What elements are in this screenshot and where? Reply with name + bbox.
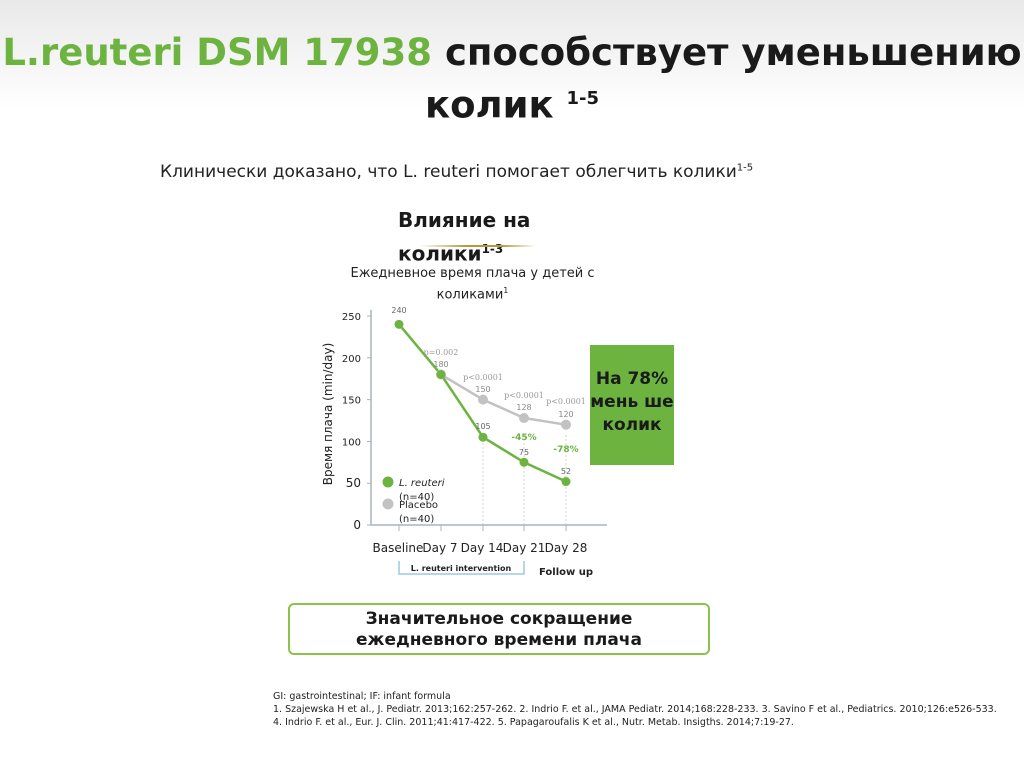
legend-n: (n=40)	[399, 514, 434, 525]
references: GI: gastrointestinal; IF: infant formula…	[273, 690, 997, 729]
references-abbreviations: GI: gastrointestinal; IF: infant formula	[273, 691, 451, 702]
conclusion-box: Значительное сокращение ежедневного врем…	[288, 603, 710, 655]
reduction-label: -45%	[511, 433, 536, 443]
placebo-line	[440, 373, 567, 426]
p-value-label: p<0.0001	[546, 397, 586, 406]
x-tick-label: Day 21	[503, 541, 546, 555]
conclusion-line1: Значительное сокращение	[365, 609, 633, 629]
accent-line	[420, 245, 536, 247]
y-tick-label: 150	[342, 396, 361, 407]
title-line2: колик	[424, 83, 554, 127]
placebo-value-label: 180	[433, 360, 448, 369]
subtitle-superscript: 1-5	[736, 162, 754, 174]
legend-marker	[382, 476, 394, 488]
p-value-label: p<0.0001	[504, 391, 544, 400]
lreuteri-value-label: 75	[519, 448, 529, 457]
panel-title-text: Влияние на колики	[398, 208, 531, 266]
legend-label: Placebo	[399, 500, 438, 511]
placebo-point	[519, 412, 529, 423]
conclusion-line2: ежедневного времени плача	[356, 630, 642, 650]
placebo-point	[478, 394, 488, 405]
chart-title-text: Ежедневное время плача у детей с коликам…	[350, 266, 595, 303]
followup-label: Follow up	[539, 567, 593, 578]
lreuteri-point	[394, 319, 404, 329]
legend-n: (n=40)	[399, 492, 434, 503]
title-strain: L.reuteri DSM 17938	[2, 31, 433, 74]
y-tick-label: 0	[353, 518, 361, 532]
x-tick-label: Day 28	[545, 541, 588, 555]
subtitle: Клинически доказано, что L. reuteri помо…	[160, 162, 753, 182]
y-axis-label: Время плача (min/day)	[321, 343, 335, 486]
header-band	[0, 0, 1024, 110]
intervention-label: L. reuteri intervention	[411, 564, 512, 573]
panel-title: Влияние на колики1-3	[398, 206, 548, 269]
y-tick-label: 100	[342, 437, 361, 448]
lreuteri-point	[478, 432, 488, 442]
lreuteri-value-label: 240	[391, 306, 406, 315]
placebo-value-label: 128	[516, 403, 531, 412]
references-list-2: 4. Indrio F. et al., Eur. J. Clin. 2011;…	[273, 717, 794, 728]
page-title: L.reuteri DSM 17938 способствует уменьше…	[0, 30, 1024, 128]
intervention-bracket	[398, 561, 525, 575]
reduction-badge	[590, 345, 674, 465]
lreuteri-point	[436, 370, 446, 380]
legend-marker	[382, 498, 394, 510]
placebo-point	[561, 419, 571, 430]
title-superscript: 1-5	[566, 88, 600, 109]
p-value-label: p=0.002	[424, 348, 459, 357]
lreuteri-value-label: 52	[561, 467, 571, 476]
subtitle-text: Клинически доказано, что L. reuteri помо…	[160, 162, 737, 182]
y-tick-label: 200	[342, 354, 361, 365]
x-tick-label: Day 14	[461, 541, 504, 555]
x-tick-label: Baseline	[373, 541, 424, 555]
reduction-badge-text: На 78% мень ше колик	[590, 369, 674, 435]
placebo-value-label: 120	[558, 410, 573, 419]
reduction-label: -78%	[553, 445, 578, 455]
lreuteri-point	[519, 457, 529, 467]
lreuteri-value-label: 105	[475, 422, 490, 431]
legend-label: L. reuteri	[399, 478, 445, 489]
x-tick-label: Day 7	[422, 541, 457, 555]
p-value-label: p<0.0001	[463, 373, 503, 382]
chart-title: Ежедневное время плача у детей с коликам…	[340, 265, 605, 303]
lreuteri-point	[561, 477, 571, 487]
chart-title-superscript: 1	[503, 286, 509, 295]
references-list-1: 1. Szajewska H et al., J. Pediatr. 2013;…	[273, 704, 997, 715]
placebo-value-label: 150	[475, 385, 490, 394]
y-tick-label: 250	[342, 312, 361, 323]
title-claim: способствует уменьшению	[444, 31, 1022, 74]
y-tick-label: 50	[346, 476, 361, 490]
